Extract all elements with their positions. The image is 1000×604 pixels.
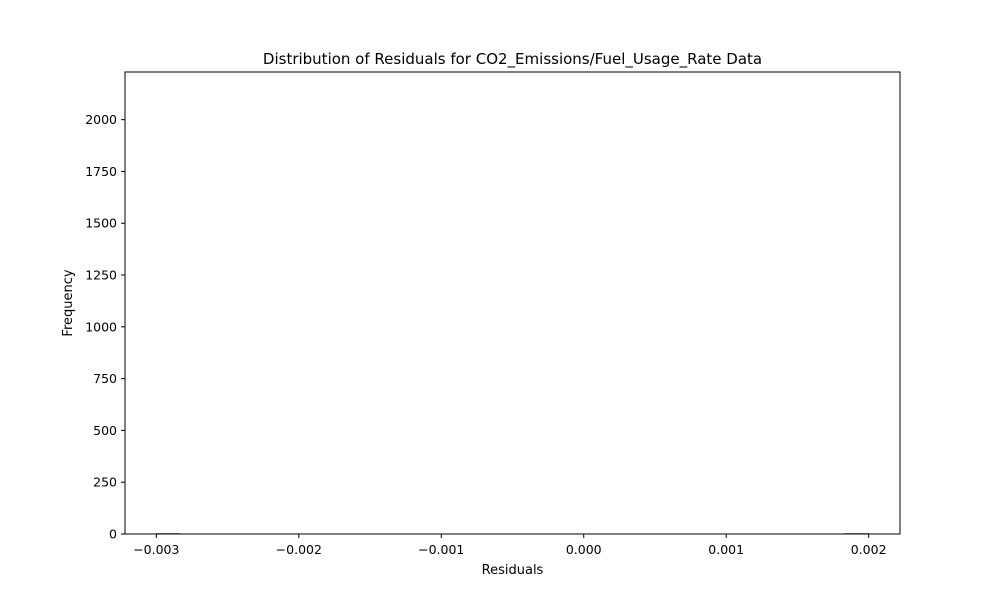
x-tick-label: −0.002 <box>276 542 322 557</box>
y-tick-label: 1750 <box>85 164 117 179</box>
y-tick-label: 500 <box>93 423 117 438</box>
chart-title: Distribution of Residuals for CO2_Emissi… <box>263 50 762 69</box>
x-tick-label: 0.000 <box>566 542 602 557</box>
y-tick-label: 1250 <box>85 268 117 283</box>
y-axis-label: Frequency <box>61 269 76 336</box>
x-tick-label: −0.001 <box>418 542 464 557</box>
plot-area-frame <box>125 72 900 534</box>
y-tick-label: 750 <box>93 371 117 386</box>
y-tick-label: 2000 <box>85 112 117 127</box>
x-tick-label: 0.001 <box>708 542 744 557</box>
y-tick-label: 0 <box>109 527 117 542</box>
y-tick-label: 250 <box>93 475 117 490</box>
x-tick-label: −0.003 <box>133 542 179 557</box>
y-axis: 0 250 500 750 1000 1250 1500 1750 2000 <box>85 112 125 541</box>
y-tick-label: 1500 <box>85 216 117 231</box>
y-tick-label: 1000 <box>85 319 117 334</box>
x-axis-label: Residuals <box>482 563 544 578</box>
x-axis: −0.003 −0.002 −0.001 0.000 0.001 0.002 <box>133 534 886 557</box>
x-tick-label: 0.002 <box>851 542 887 557</box>
